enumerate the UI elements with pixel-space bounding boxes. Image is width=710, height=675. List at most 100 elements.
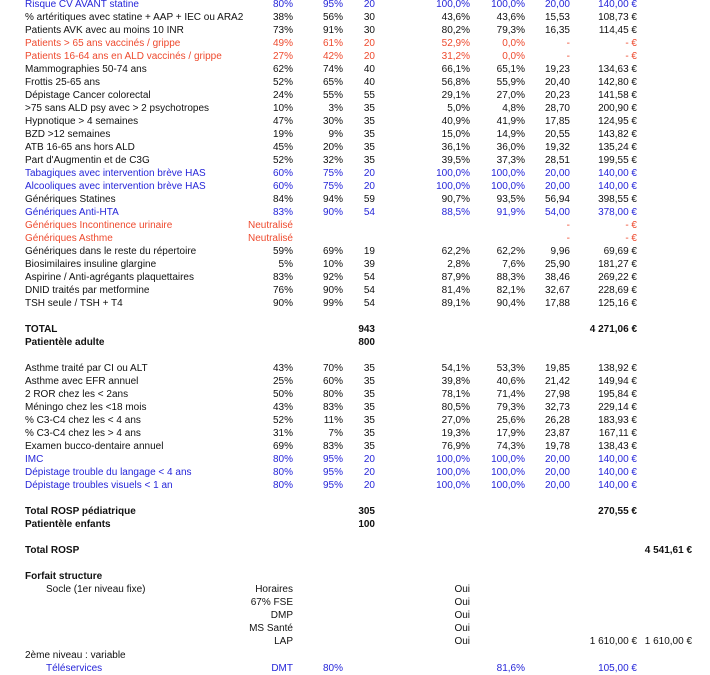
cell-value: - xyxy=(566,50,570,62)
row-label: Examen bucco-dentaire annuel xyxy=(25,441,164,453)
cell-value: 10% xyxy=(322,258,343,270)
cell-value: 69,69 € xyxy=(603,245,637,257)
row-label: Génériques Asthme xyxy=(25,232,113,244)
cell-value: 20,00 xyxy=(544,480,570,492)
cell-value: 39,8% xyxy=(441,376,470,388)
cell-value: 30 xyxy=(363,11,375,23)
cell-value: 269,22 € xyxy=(598,271,637,283)
cell-value: 270,55 € xyxy=(598,506,637,518)
cell-value: 19,32 xyxy=(544,141,570,153)
cell-value: 181,27 € xyxy=(598,258,637,270)
cell-value: 35 xyxy=(363,415,375,427)
cell-value: 75% xyxy=(322,180,343,192)
cell-value: 1 610,00 € xyxy=(589,636,637,648)
row-label: Alcooliques avec intervention brève HAS xyxy=(25,180,206,192)
cell-value: 140,00 € xyxy=(598,180,637,192)
cell-value: 55,9% xyxy=(496,76,525,88)
cell-value: 31,2% xyxy=(441,50,470,62)
cell-value: 82,1% xyxy=(496,284,525,296)
cell-value: 20,00 xyxy=(544,454,570,466)
cell-value: 114,45 € xyxy=(598,24,637,36)
cell-value: 140,00 € xyxy=(598,480,637,492)
cell-value: 1 610,00 € xyxy=(644,636,692,648)
cell-value: 3% xyxy=(328,102,343,114)
row-label: 2ème niveau : variable xyxy=(25,649,126,661)
cell-value: 14,9% xyxy=(496,128,525,140)
cell-value: 36,1% xyxy=(441,141,470,153)
cell-value: 36,0% xyxy=(496,141,525,153)
cell-value: 81,6% xyxy=(496,662,525,674)
cell-value: 100,0% xyxy=(436,180,470,192)
row-label: % C3-C4 chez les > 4 ans xyxy=(25,428,141,440)
cell-value: 39 xyxy=(363,258,375,270)
cell-value: 41,9% xyxy=(496,115,525,127)
cell-value: 35 xyxy=(363,389,375,401)
cell-value: - xyxy=(566,219,570,231)
cell-value: 40 xyxy=(363,63,375,75)
cell-value: 140,00 € xyxy=(598,0,637,10)
cell-value: 88,5% xyxy=(441,206,470,218)
cell-value: 27,0% xyxy=(441,415,470,427)
cell-value: 20 xyxy=(363,0,375,10)
cell-value: Neutralisé xyxy=(247,219,293,231)
cell-value: 28,51 xyxy=(544,154,570,166)
cell-value: 4 541,61 € xyxy=(644,545,692,557)
cell-value: 35 xyxy=(363,128,375,140)
cell-value: 54,1% xyxy=(441,363,470,375)
row-label: Dépistage trouble du langage < 4 ans xyxy=(25,467,192,479)
row-label: Asthme avec EFR annuel xyxy=(25,376,139,388)
cell-value: 100,0% xyxy=(491,167,525,179)
row-label: DNID traités par metformine xyxy=(25,284,150,296)
cell-value: 45% xyxy=(272,141,293,153)
cell-value: 100,0% xyxy=(491,0,525,10)
cell-value: 17,85 xyxy=(544,115,570,127)
cell-value: 30 xyxy=(363,24,375,36)
cell-value: 29,1% xyxy=(441,89,470,101)
cell-value: 81,4% xyxy=(441,284,470,296)
cell-value: 83% xyxy=(322,402,343,414)
cell-value: 83% xyxy=(322,441,343,453)
cell-value: 83% xyxy=(272,271,293,283)
cell-value: 20 xyxy=(363,37,375,49)
cell-value: 2,8% xyxy=(447,258,470,270)
cell-value: 39,5% xyxy=(441,154,470,166)
cell-value: 100 xyxy=(358,519,375,531)
cell-value: 88,3% xyxy=(496,271,525,283)
cell-value: 20% xyxy=(322,141,343,153)
row-label: ATB 16-65 ans hors ALD xyxy=(25,141,135,153)
cell-value: 95% xyxy=(322,0,343,10)
cell-value: 35 xyxy=(363,141,375,153)
cell-value: 20 xyxy=(363,167,375,179)
row-label: Patientèle enfants xyxy=(25,519,111,531)
cell-value: 90% xyxy=(322,284,343,296)
cell-value: 60% xyxy=(322,376,343,388)
cell-value: 134,63 € xyxy=(598,63,637,75)
cell-value: 31% xyxy=(272,428,293,440)
cell-value: 27% xyxy=(272,50,293,62)
cell-value: 61% xyxy=(322,37,343,49)
cell-value: 99% xyxy=(322,297,343,309)
row-label: Socle (1er niveau fixe) xyxy=(46,584,146,596)
cell-value: 43% xyxy=(272,402,293,414)
cell-value: 54 xyxy=(363,284,375,296)
cell-value: 100,0% xyxy=(436,167,470,179)
cell-value: 43,6% xyxy=(496,11,525,23)
cell-value: 25,6% xyxy=(496,415,525,427)
row-label: Forfait structure xyxy=(25,571,103,583)
cell-value: 149,94 € xyxy=(598,376,637,388)
cell-value: Oui xyxy=(454,610,470,622)
cell-value: 79,3% xyxy=(496,402,525,414)
cell-value: 91,9% xyxy=(496,206,525,218)
cell-value: 32,73 xyxy=(544,402,570,414)
cell-value: 43,6% xyxy=(441,11,470,23)
cell-value: 142,80 € xyxy=(598,76,637,88)
cell-value: 943 xyxy=(358,324,375,335)
cell-value: 27,0% xyxy=(496,89,525,101)
cell-value: 19 xyxy=(363,245,375,257)
cell-value: 65,1% xyxy=(496,63,525,75)
cell-value: 32% xyxy=(322,154,343,166)
cell-value: - € xyxy=(625,219,637,231)
cell-value: 20,40 xyxy=(544,76,570,88)
row-label: TOTAL xyxy=(25,324,58,335)
cell-value: 40 xyxy=(363,76,375,88)
